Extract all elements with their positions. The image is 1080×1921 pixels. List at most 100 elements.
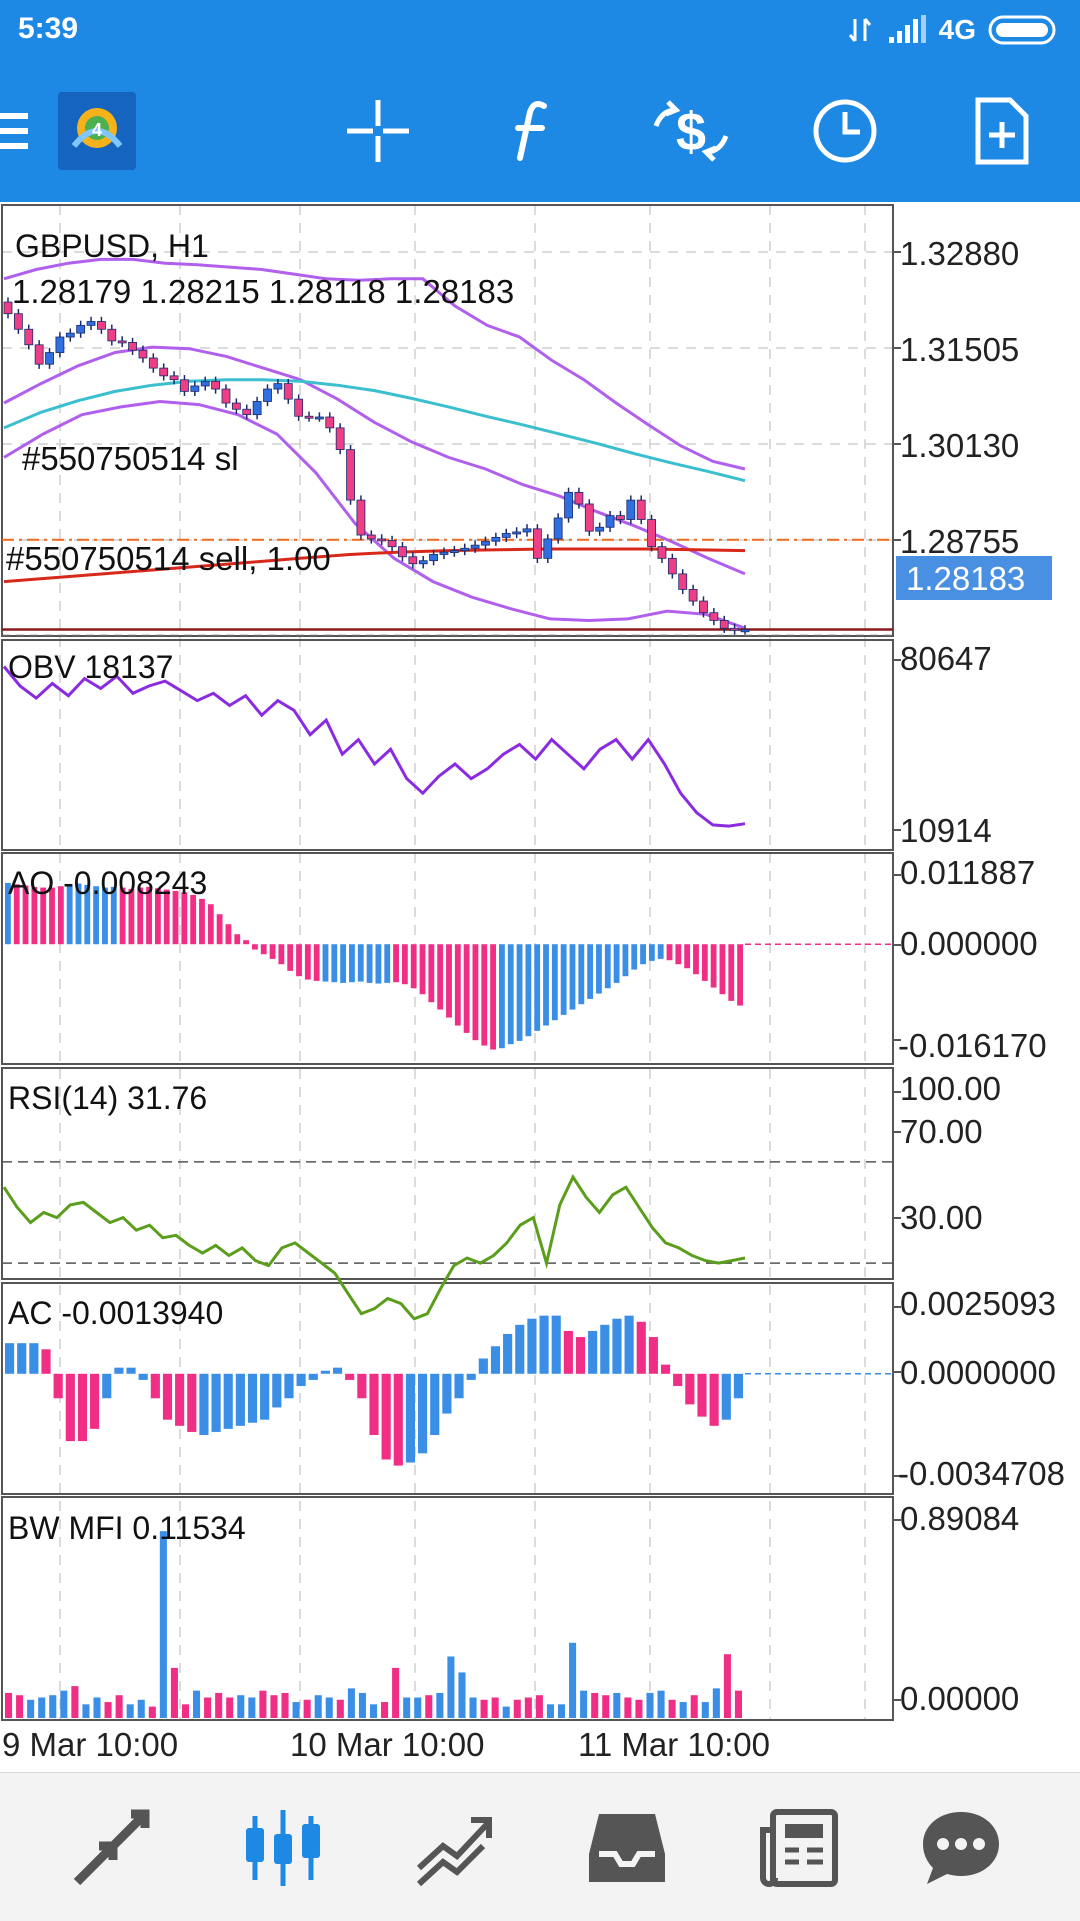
ac-bar [77,1373,88,1442]
ao-bar [57,886,64,945]
candle [55,336,65,353]
nav-trade[interactable] [410,1803,500,1893]
ao-bar [375,944,382,984]
indicator-layer [2,665,893,1718]
candle [211,380,221,390]
ac-bar [660,1364,671,1374]
bwmfi-bar [491,1697,499,1718]
bwmfi-bar [513,1699,521,1718]
ao-bar [631,944,638,970]
bwmfi-bar [414,1697,422,1718]
ac-axis-max: 0.0025093 [900,1285,1056,1322]
new-document-icon [975,97,1029,165]
ao-bar [366,944,373,983]
crosshair-icon [347,100,409,162]
bwmfi-axis-max: 0.89084 [900,1500,1019,1537]
menu-button[interactable] [0,88,30,174]
bwmfi-bar [104,1702,112,1718]
ac-bar [733,1373,743,1399]
ao-bar [666,944,673,961]
order-label: #550750514 sell, 1.00 [6,540,331,577]
pane-border-obv [1,639,894,851]
candle [263,388,272,402]
candle [667,557,677,575]
pane-border-mfi [1,1496,894,1721]
trade-button[interactable]: $ [648,88,734,174]
bwmfi-bar [27,1699,35,1718]
ac-bar [296,1373,306,1387]
ao-bar [657,944,664,959]
new-order-button[interactable] [958,88,1044,174]
bollinger-mid-line [3,345,746,576]
rsi-line [2,1174,746,1321]
indicators-button[interactable] [490,88,576,174]
candle [730,627,740,631]
ao-bar [5,882,11,945]
price-axis-label: 1.32880 [900,235,1019,272]
candle [740,629,750,633]
bwmfi-bar [602,1695,610,1718]
ma-cyan-line [3,378,746,483]
ao-bar [13,884,20,945]
ao-bar [269,944,276,959]
ac-bar [272,1373,282,1408]
ac-bar [721,1373,731,1420]
ac-bar [600,1324,610,1374]
ao-bar [622,944,629,977]
bwmfi-bar [270,1695,278,1718]
ao-bar [684,944,691,969]
ac-bar [418,1373,428,1454]
bwmfi-bar [292,1702,300,1718]
timeframe-button[interactable] [802,88,888,174]
candle [325,416,335,429]
ac-bar [17,1343,27,1374]
ac-bar [503,1334,513,1374]
candle [159,367,169,377]
ac-bar [150,1373,160,1399]
crosshair-button[interactable] [335,88,421,174]
ao-bar [648,944,655,961]
bwmfi-bar [226,1697,234,1718]
bwmfi-bar [259,1690,267,1718]
history-inbox-icon [589,1814,665,1882]
chart-canvas[interactable]: GBPUSD, H1 1.28179 1.28215 1.28118 1.281… [0,202,1080,1772]
nav-chart[interactable] [238,1803,328,1893]
network-type: 4G [938,14,976,45]
current-price-label: 1.28183 [906,560,1025,597]
ao-bar [587,944,594,999]
time-axis-label: 9 Mar 10:00 [2,1726,178,1763]
candle [107,328,117,342]
bollinger-lower-line [3,399,746,630]
bottom-navigation [0,1772,1080,1921]
nav-chat[interactable] [916,1803,1006,1893]
candle [719,620,729,629]
ao-bar [693,944,699,975]
pane-border-ao [1,852,894,1065]
ac-bar [539,1315,549,1374]
candle [97,321,106,330]
ac-bar [29,1343,39,1374]
ao-bar [128,888,135,945]
candle [86,321,96,326]
ac-bar [284,1373,294,1399]
app-logo-button[interactable]: 4 [58,92,136,170]
rsi-title: RSI(14) 31.76 [8,1080,207,1116]
chart-area[interactable]: GBPUSD, H1 1.28179 1.28215 1.28118 1.281… [0,202,1080,1772]
bwmfi-bar [126,1704,134,1718]
ao-axis-min: -0.016170 [898,1027,1047,1064]
candle [616,515,625,520]
ao-bar [428,944,435,1003]
ao-bar [640,944,646,965]
news-icon [760,1809,838,1887]
nav-news[interactable] [754,1803,844,1893]
candle [657,546,667,559]
status-bar: 5:39 4G [0,0,1080,60]
ao-bar [313,944,320,981]
nav-quotes[interactable] [66,1803,156,1893]
ao-bar [481,944,488,1046]
ao-bar [31,886,38,945]
nav-history[interactable] [582,1803,672,1893]
ao-bar [463,944,470,1033]
ac-bar [454,1373,464,1399]
ao-bar [22,885,29,945]
